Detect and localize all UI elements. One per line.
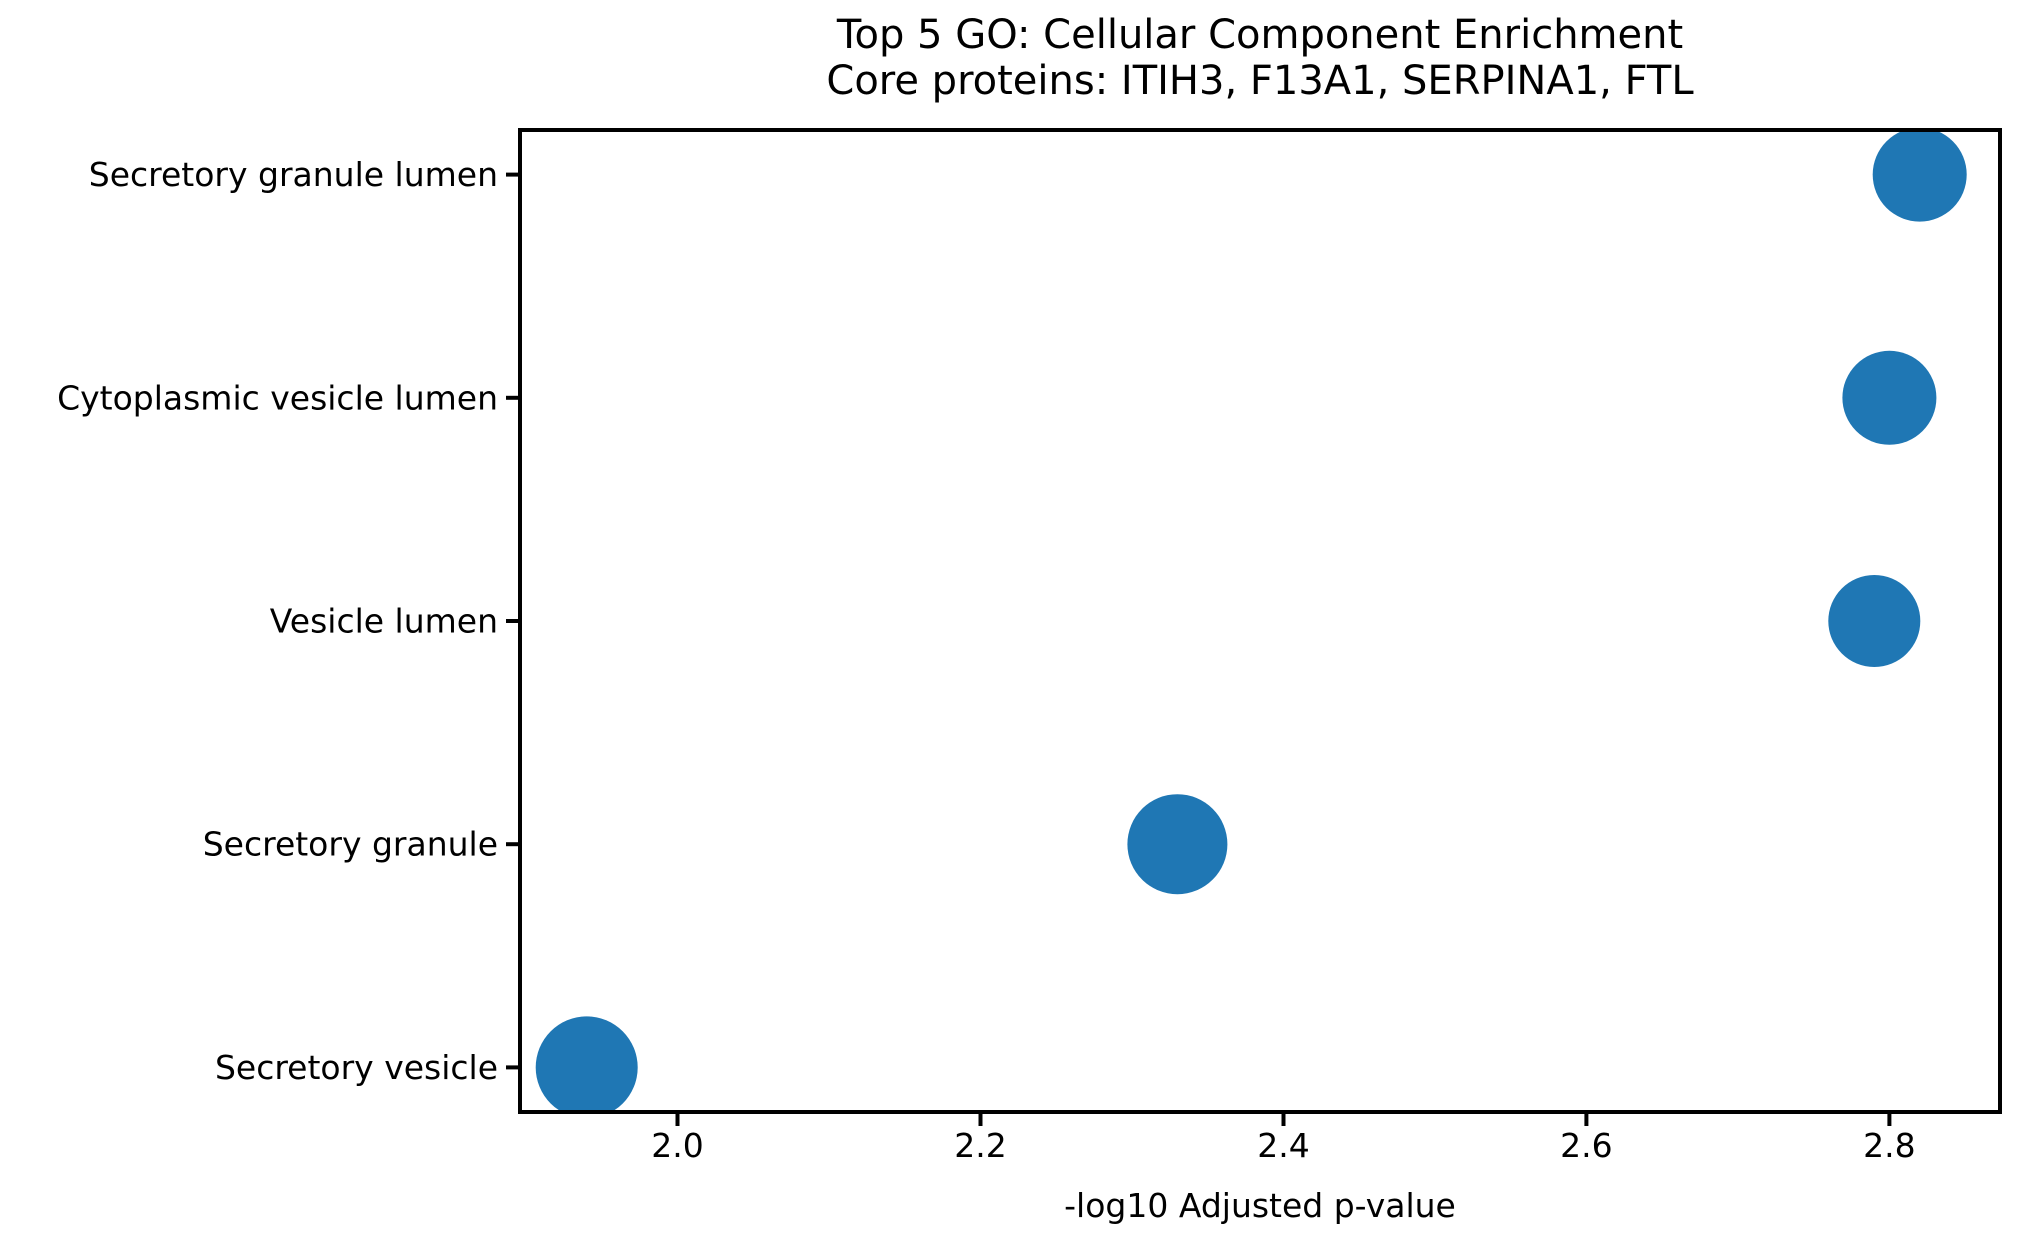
y-tick-label: Secretory granule lumen	[89, 155, 498, 194]
x-tick-label: 2.2	[954, 1126, 1006, 1165]
chart-title-block: Top 5 GO: Cellular Component Enrichment …	[520, 12, 2000, 104]
y-tick-label: Cytoplasmic vesicle lumen	[57, 378, 498, 417]
data-point	[535, 1016, 638, 1112]
chart-subtitle: Core proteins: ITIH3, F13A1, SERPINA1, F…	[826, 58, 1694, 104]
x-tick-label: 2.0	[651, 1126, 703, 1165]
data-point	[1872, 130, 1967, 222]
x-tick-label: 2.4	[1257, 1126, 1309, 1165]
x-tick-label: 2.8	[1863, 1126, 1915, 1165]
data-point	[1828, 575, 1921, 667]
x-axis-label: -log10 Adjusted p-value	[1064, 1186, 1456, 1225]
x-tick-label: 2.6	[1560, 1126, 1612, 1165]
axes-frame	[518, 128, 2002, 1114]
data-point	[1842, 350, 1937, 445]
data-point	[1127, 794, 1228, 895]
chart-title: Top 5 GO: Cellular Component Enrichment	[836, 12, 1684, 58]
y-tick-label: Secretory vesicle	[215, 1048, 498, 1087]
y-tick-label: Secretory granule	[203, 825, 498, 864]
data-points	[535, 130, 1967, 1112]
y-tick-label: Vesicle lumen	[270, 602, 498, 641]
